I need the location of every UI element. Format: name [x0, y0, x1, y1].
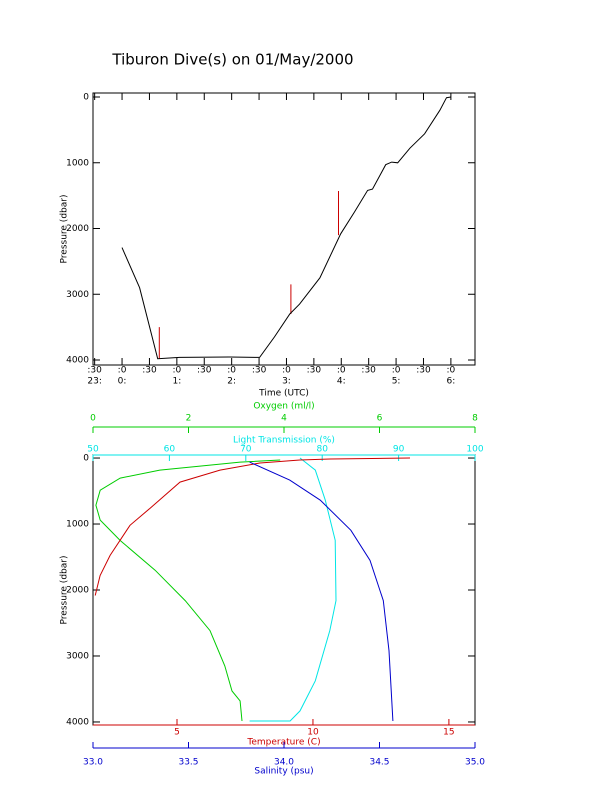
x-tick-label: 90: [393, 445, 405, 455]
x-tick-label: 33.5: [178, 758, 198, 768]
x-tick-label: 34.0: [274, 758, 294, 768]
x-tick-label: 50: [87, 445, 99, 455]
x-tick-label: 80: [316, 445, 328, 455]
x-tick-label: 34.5: [369, 758, 389, 768]
x-tick-label: :30: [307, 366, 322, 376]
x-tick-label: 60: [164, 445, 176, 455]
x-tick-label: 4: [281, 414, 287, 424]
y-tick-label: 4000: [66, 717, 89, 727]
x-tick-label: 0: [90, 414, 96, 424]
x-tick-label: :0: [282, 366, 291, 376]
x-tick-label: :0: [447, 366, 456, 376]
y-tick-label: 2000: [66, 224, 89, 234]
y-tick-label: 0: [83, 454, 89, 464]
x-tick-label: :30: [87, 366, 102, 376]
x-tick-label: :30: [197, 366, 212, 376]
x-axis-title: Light Transmission (%): [233, 436, 335, 446]
x-tick-label: :0: [392, 366, 401, 376]
y-tick-label: 1000: [66, 520, 89, 530]
x-tick-label: :0: [227, 366, 236, 376]
x-tick-label: :30: [252, 366, 267, 376]
x-hour-label: 3:: [282, 377, 291, 387]
pressure-line: [158, 191, 339, 359]
x-tick-label: 10: [307, 728, 319, 738]
profile-line: [94, 457, 411, 596]
x-axis-title: Time (UTC): [258, 389, 309, 399]
x-tick-label: :0: [118, 366, 127, 376]
x-tick-label: 6: [377, 414, 383, 424]
x-hour-label: 6:: [447, 377, 456, 387]
x-tick-label: 8: [472, 414, 478, 424]
x-tick-label: :30: [416, 366, 431, 376]
y-axis-title: Pressure (dbar): [60, 195, 70, 264]
x-tick-label: 33.0: [83, 758, 103, 768]
x-tick-label: 15: [443, 728, 454, 738]
x-hour-label: 1:: [172, 377, 181, 387]
x-hour-label: 5:: [392, 377, 401, 387]
x-tick-label: 5: [174, 728, 180, 738]
x-tick-label: :30: [142, 366, 157, 376]
y-tick-label: 3000: [66, 290, 89, 300]
x-tick-label: 2: [186, 414, 192, 424]
x-hour-label: 4:: [337, 377, 346, 387]
pressure-line: [121, 96, 451, 360]
x-hour-label: 2:: [227, 377, 236, 387]
x-tick-label: :0: [337, 366, 346, 376]
y-tick-label: 3000: [66, 651, 89, 661]
x-tick-label: :0: [172, 366, 181, 376]
x-tick-label: 70: [240, 445, 252, 455]
y-tick-label: 0: [83, 93, 89, 103]
y-tick-label: 4000: [66, 356, 89, 366]
x-tick-label: 35.0: [465, 758, 485, 768]
x-axis-title: Oxygen (ml/l): [253, 402, 314, 412]
y-axis-title: Pressure (dbar): [60, 556, 70, 625]
profile-line: [249, 461, 394, 722]
x-tick-label: :30: [361, 366, 376, 376]
x-hour-label: 23:: [87, 377, 101, 387]
x-tick-label: 100: [466, 445, 483, 455]
chart-title: Tiburon Dive(s) on 01/May/2000: [111, 51, 353, 69]
profile-line: [95, 459, 281, 722]
y-tick-label: 2000: [66, 586, 89, 596]
profile-line: [249, 457, 337, 722]
x-axis-title: Salinity (psu): [254, 767, 313, 777]
y-tick-label: 1000: [66, 158, 89, 168]
x-hour-label: 0:: [118, 377, 127, 387]
